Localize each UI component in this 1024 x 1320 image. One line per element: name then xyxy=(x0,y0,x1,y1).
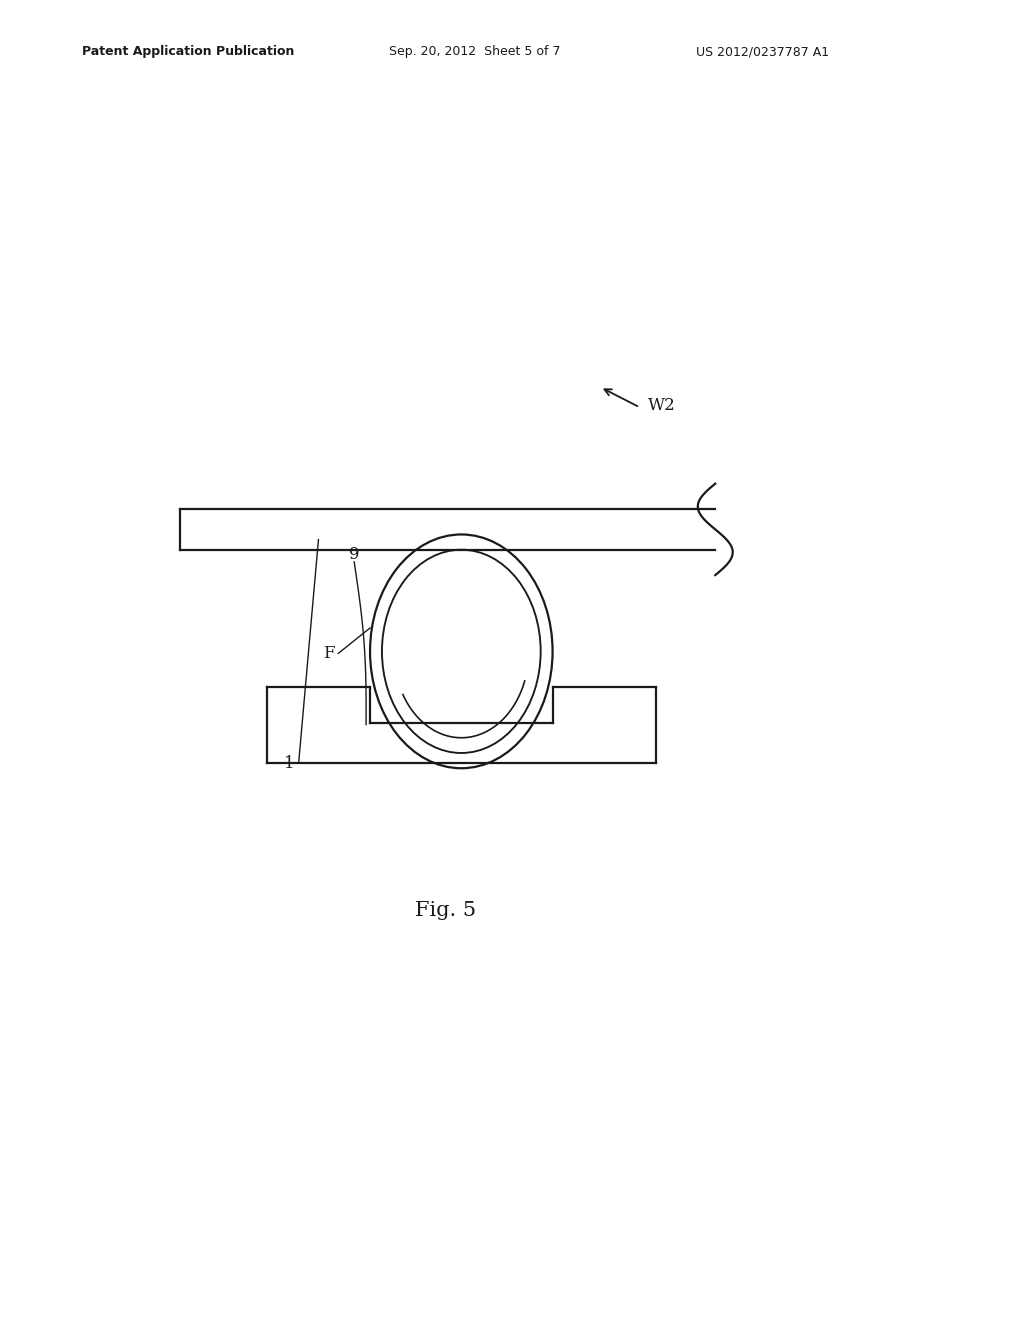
Text: F: F xyxy=(323,645,334,663)
Text: 9: 9 xyxy=(349,546,359,562)
Text: US 2012/0237787 A1: US 2012/0237787 A1 xyxy=(696,45,829,58)
Text: Sep. 20, 2012  Sheet 5 of 7: Sep. 20, 2012 Sheet 5 of 7 xyxy=(389,45,560,58)
Text: W2: W2 xyxy=(648,397,676,414)
Text: Patent Application Publication: Patent Application Publication xyxy=(82,45,294,58)
Text: 1: 1 xyxy=(284,755,295,772)
Text: Fig. 5: Fig. 5 xyxy=(415,900,476,920)
